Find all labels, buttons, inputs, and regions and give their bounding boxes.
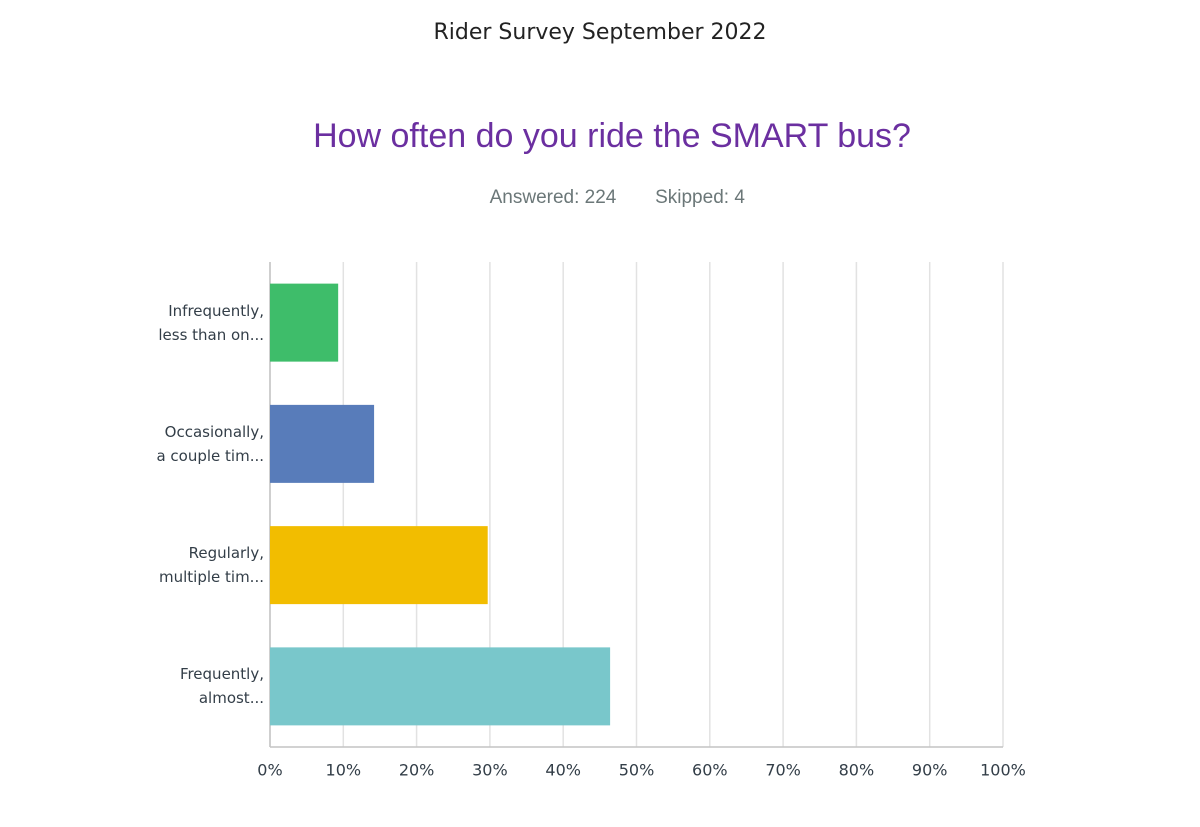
y-tick-label: Occasionally, a couple tim... — [156, 422, 264, 465]
bar — [270, 526, 488, 605]
x-tick-label: 100% — [980, 761, 1026, 780]
answered: Answered: 224 — [490, 187, 617, 208]
y-tick-label: Frequently, almost... — [179, 665, 264, 708]
x-tick-label: 60% — [692, 761, 728, 780]
bar — [270, 647, 611, 726]
x-tick-label: 80% — [839, 761, 875, 780]
bar — [270, 283, 339, 362]
x-tick-label: 0% — [257, 761, 282, 780]
y-tick-label: Infrequently, less than on... — [158, 301, 264, 344]
x-tick-label: 30% — [472, 761, 508, 780]
x-tick-label: 40% — [545, 761, 581, 780]
skipped: Skipped: 4 — [655, 187, 745, 208]
x-tick-label: 10% — [326, 761, 362, 780]
header: Rider Survey September 2022 — [433, 20, 766, 45]
x-tick-label: 90% — [912, 761, 948, 780]
bar — [270, 404, 375, 483]
x-tick-label: 50% — [619, 761, 655, 780]
chart-title: How often do you ride the SMART bus? — [313, 117, 911, 155]
x-tick-label: 70% — [765, 761, 801, 780]
x-tick-label: 20% — [399, 761, 435, 780]
y-tick-label: Regularly, multiple tim... — [159, 544, 264, 587]
